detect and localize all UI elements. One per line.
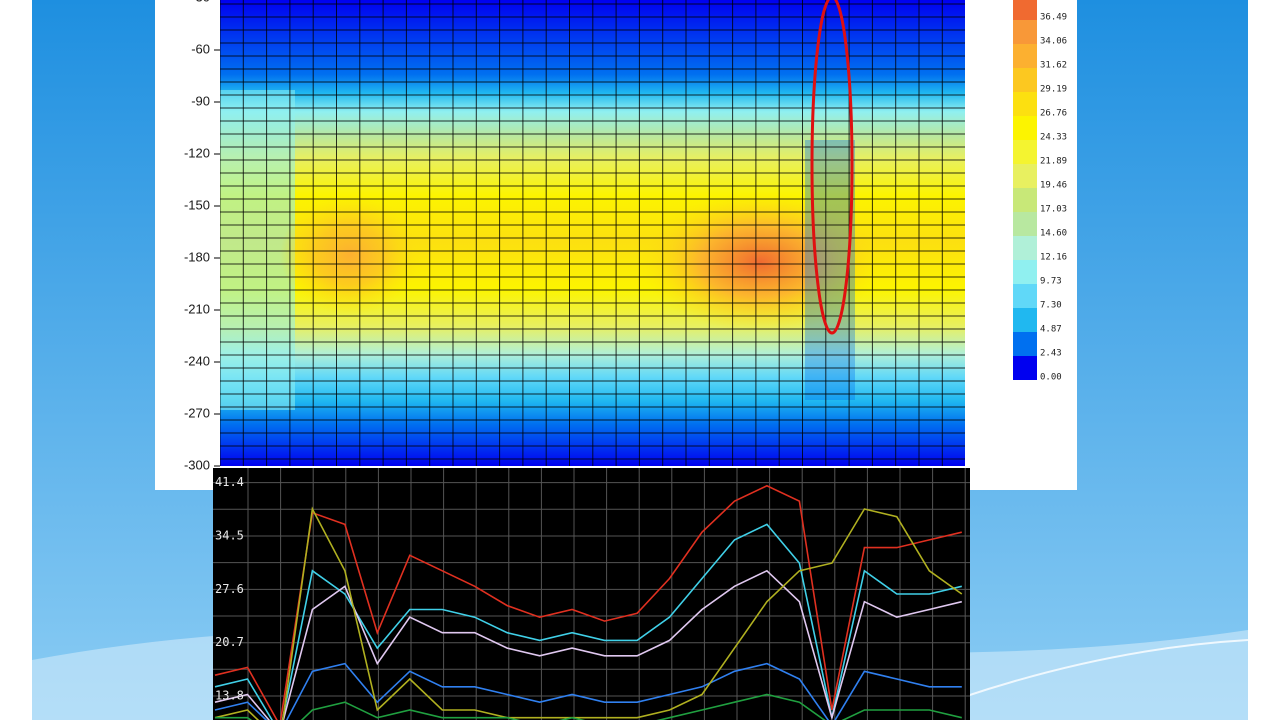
legend-swatch bbox=[1013, 212, 1037, 236]
y-tick-label: 27.6 bbox=[215, 582, 244, 596]
legend-label: 4.87 bbox=[1040, 325, 1062, 335]
legend-swatch bbox=[1013, 44, 1037, 68]
series-line bbox=[214, 662, 962, 720]
highlight-ellipse bbox=[810, 0, 854, 335]
legend-swatch bbox=[1013, 188, 1037, 212]
legend-label: 14.60 bbox=[1040, 229, 1067, 239]
y-tick-label: 20.7 bbox=[215, 635, 244, 649]
y-tick-label: -30 bbox=[191, 0, 210, 4]
legend-swatch bbox=[1013, 308, 1037, 332]
y-tick-label: -90 bbox=[191, 93, 210, 108]
series-line bbox=[214, 569, 962, 720]
legend-label: 29.19 bbox=[1040, 85, 1067, 95]
line-plot bbox=[213, 468, 970, 720]
legend-swatch bbox=[1013, 0, 1037, 20]
legend-label: 2.43 bbox=[1040, 349, 1062, 359]
legend-label: 31.62 bbox=[1040, 61, 1067, 71]
series-line bbox=[214, 506, 963, 720]
y-tick-label: -150 bbox=[184, 197, 210, 212]
y-tick-label: -60 bbox=[191, 41, 210, 56]
y-tick-label: -300 bbox=[184, 457, 210, 472]
legend-label: 24.33 bbox=[1040, 133, 1067, 143]
y-tick-label: 13.8 bbox=[215, 689, 244, 703]
legend-swatch bbox=[1013, 20, 1037, 44]
y-tick-label: -210 bbox=[184, 301, 210, 316]
y-tick-label: -240 bbox=[184, 353, 210, 368]
legend-label: 9.73 bbox=[1040, 277, 1062, 287]
legend-swatch bbox=[1013, 284, 1037, 308]
legend-label: 19.46 bbox=[1040, 181, 1067, 191]
legend-swatch bbox=[1013, 116, 1037, 140]
legend-swatch bbox=[1013, 236, 1037, 260]
contour-grid bbox=[220, 0, 965, 466]
legend-label: 12.16 bbox=[1040, 253, 1067, 263]
legend-label: 0.00 bbox=[1040, 373, 1062, 383]
y-tick-label: -180 bbox=[184, 249, 210, 264]
y-tick-label: 41.4 bbox=[215, 475, 244, 489]
contour-fill bbox=[280, 195, 420, 315]
series-line bbox=[214, 484, 962, 720]
legend-label: 21.89 bbox=[1040, 157, 1067, 167]
legend-swatch bbox=[1013, 356, 1037, 380]
legend-swatch bbox=[1013, 332, 1037, 356]
y-tick-label: 34.5 bbox=[215, 529, 244, 543]
legend-swatch bbox=[1013, 260, 1037, 284]
legend-label: 34.06 bbox=[1040, 37, 1067, 47]
legend-swatch bbox=[1013, 164, 1037, 188]
y-tick-label: -270 bbox=[184, 405, 210, 420]
series-line bbox=[215, 693, 962, 720]
legend-swatch bbox=[1013, 92, 1037, 116]
legend-label: 17.03 bbox=[1040, 205, 1067, 215]
legend-label: 26.76 bbox=[1040, 109, 1067, 119]
line-chart-background bbox=[213, 468, 970, 720]
legend-swatch bbox=[1013, 140, 1037, 164]
legend-label: 36.49 bbox=[1040, 13, 1067, 23]
legend-swatch bbox=[1013, 68, 1037, 92]
legend-label: 7.30 bbox=[1040, 301, 1062, 311]
y-tick-label: -120 bbox=[184, 145, 210, 160]
